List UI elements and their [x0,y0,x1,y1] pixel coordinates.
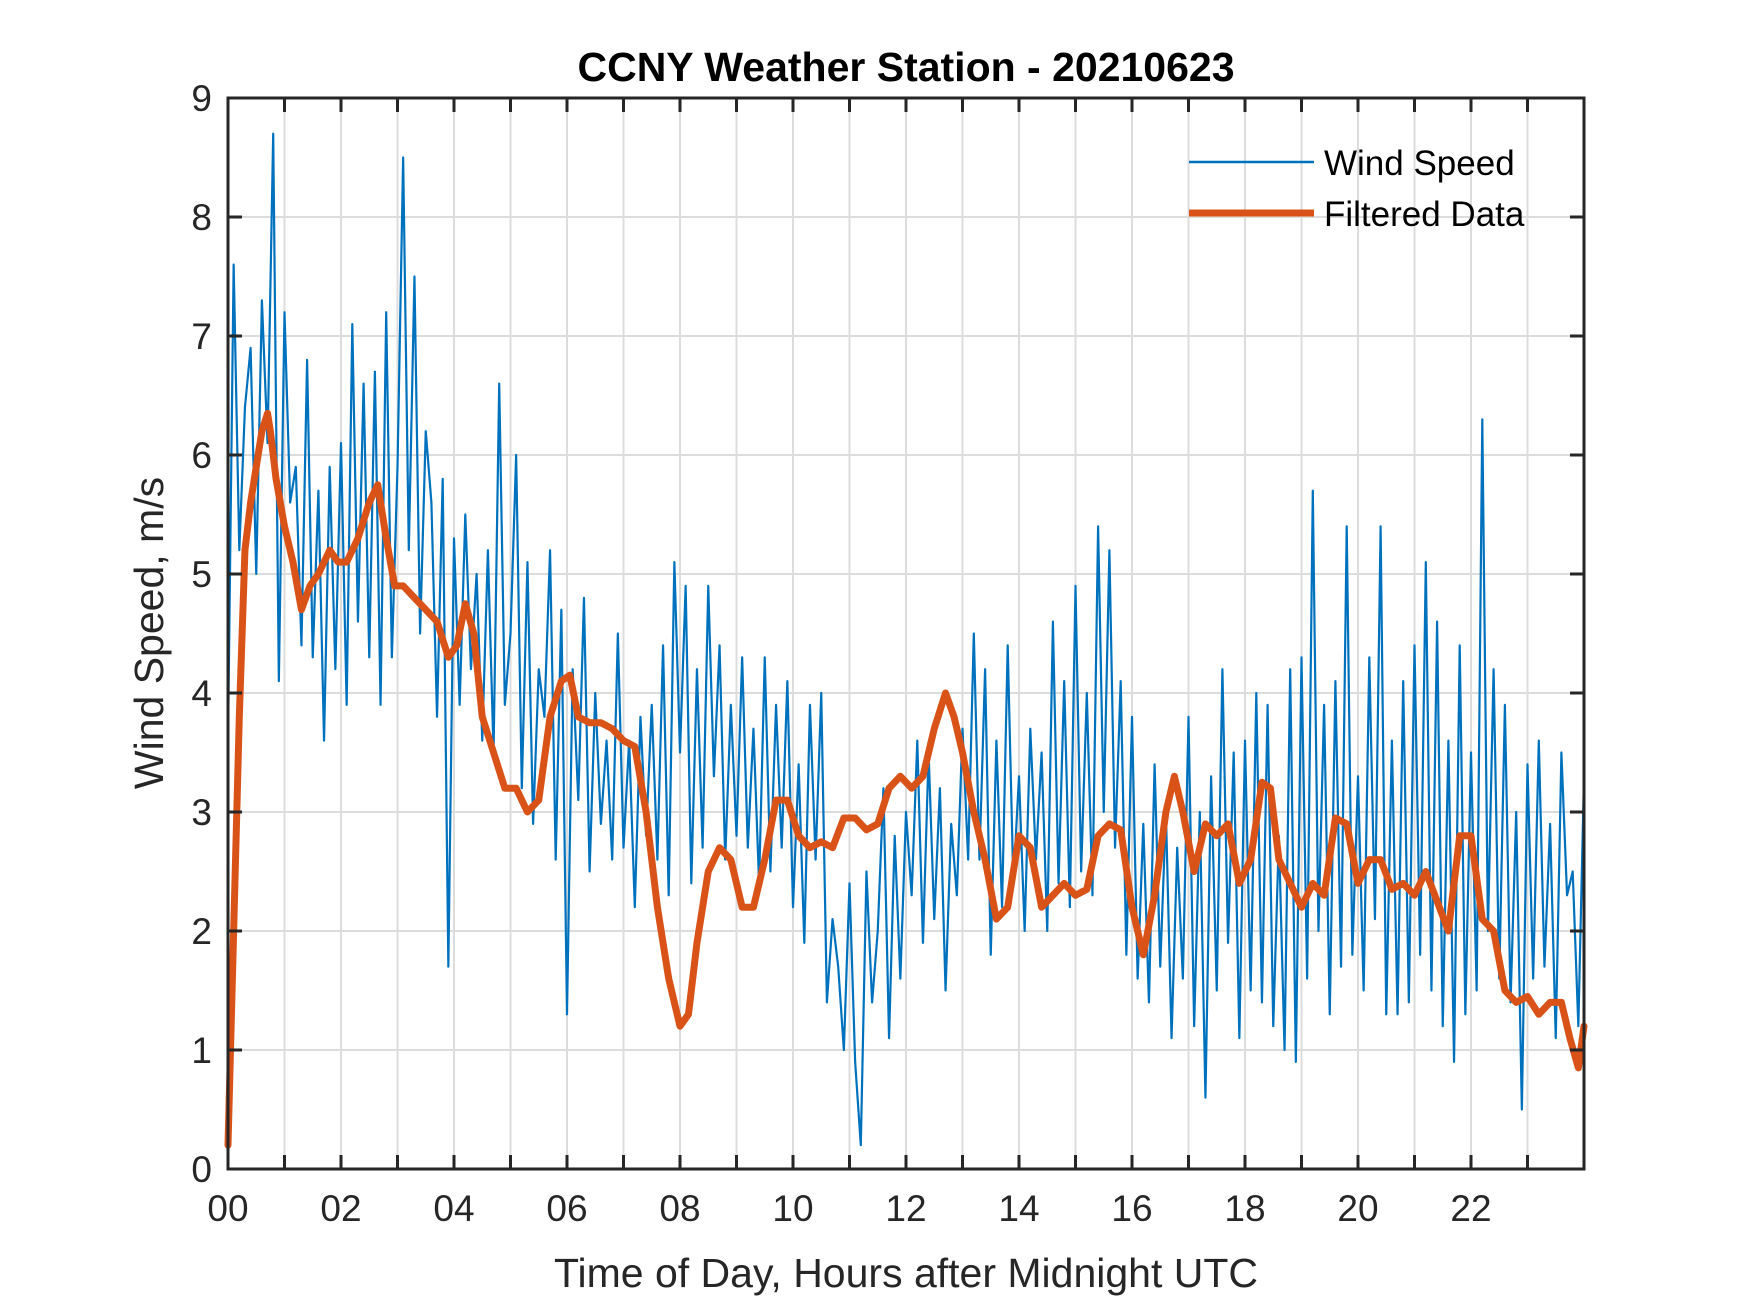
series-layer [224,132,1588,1149]
y-tick-label: 4 [191,673,212,714]
y-tick-label: 3 [191,792,212,833]
legend-label-filtered-data: Filtered Data [1324,195,1525,234]
grid-lines [228,98,1584,1169]
x-tick-label: 22 [1450,1188,1491,1229]
x-tick-label: 14 [998,1188,1039,1229]
y-tick-label: 5 [191,554,212,595]
y-tick-label: 2 [191,911,212,952]
y-tick-label: 1 [191,1030,212,1071]
x-tick-label: 08 [659,1188,700,1229]
chart-title: CCNY Weather Station - 20210623 [577,44,1234,90]
x-tick-label: 06 [546,1188,587,1229]
y-tick-label: 9 [191,78,212,119]
y-axis-label: Wind Speed, m/s [126,477,172,789]
series-line-wind-speed [226,132,1586,1147]
x-tick-label: 00 [207,1188,248,1229]
x-tick-label: 20 [1337,1188,1378,1229]
x-tick-label: 12 [885,1188,926,1229]
y-tick-label: 6 [191,435,212,476]
x-tick-label: 18 [1224,1188,1265,1229]
x-tick-label: 02 [320,1188,361,1229]
y-tick-label: 8 [191,197,212,238]
y-tick-label: 7 [191,316,212,357]
series-line-filtered-data [224,409,1588,1149]
y-tick-label: 0 [191,1149,212,1190]
x-tick-label: 04 [433,1188,474,1229]
axis-ticks [228,98,1584,1169]
x-tick-label: 16 [1111,1188,1152,1229]
legend: Wind Speed Filtered Data [1189,144,1525,234]
x-axis-label: Time of Day, Hours after Midnight UTC [554,1250,1258,1296]
legend-label-wind-speed: Wind Speed [1324,144,1515,183]
x-tick-label: 10 [772,1188,813,1229]
